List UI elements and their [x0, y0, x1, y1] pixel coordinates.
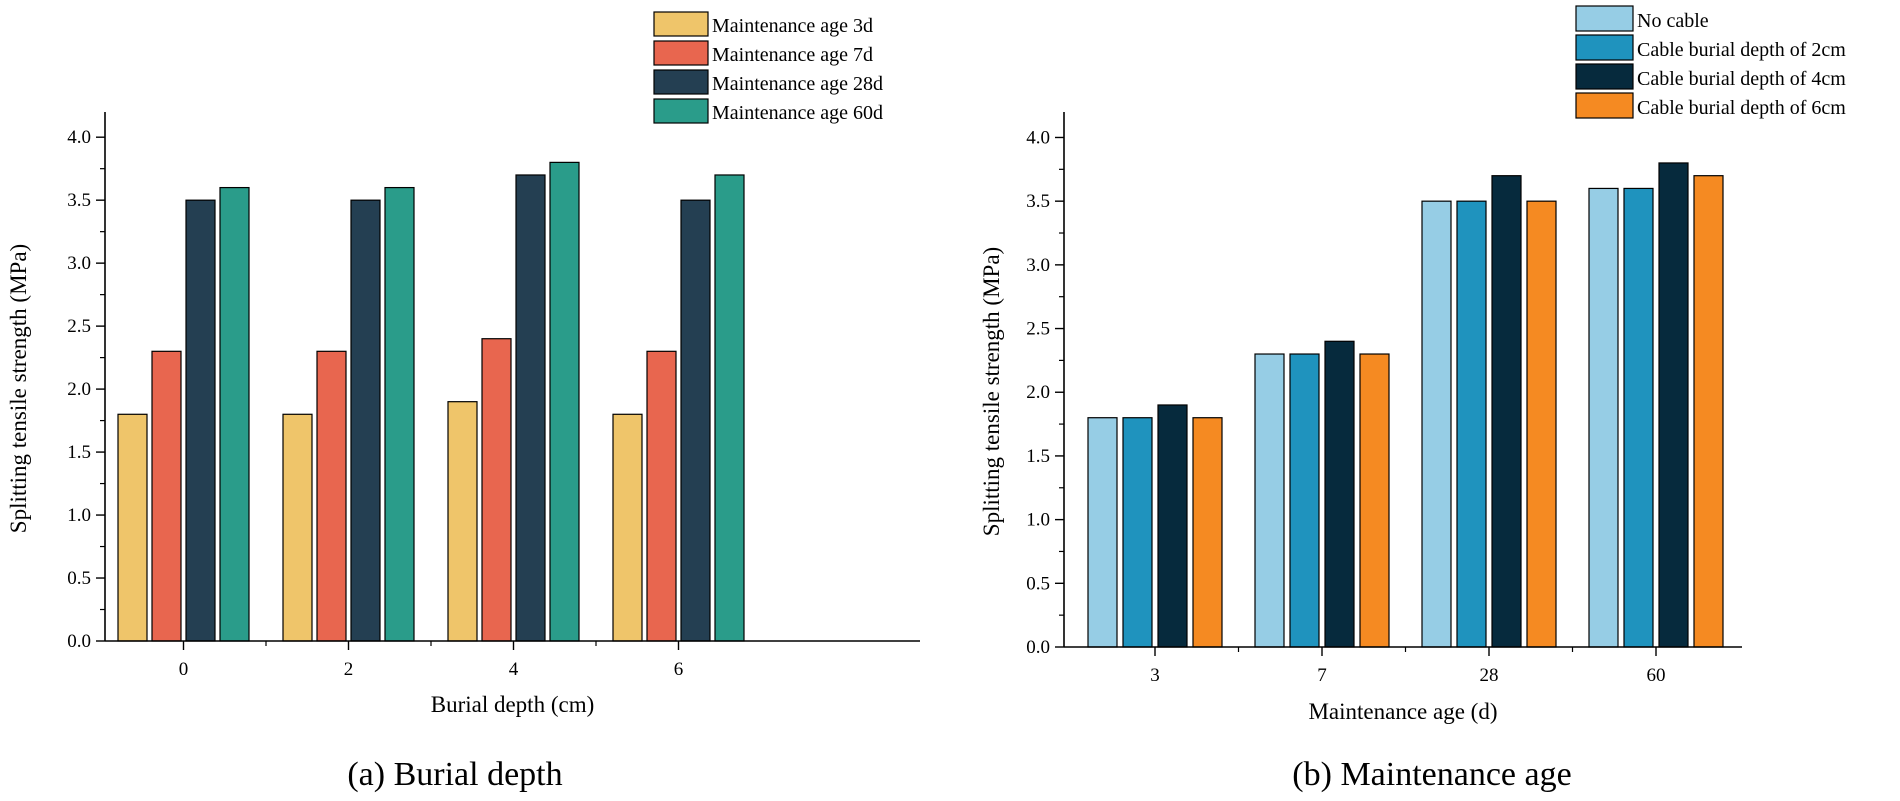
- bar: [151, 350, 182, 642]
- y-tick-label: 4.0: [67, 127, 91, 148]
- y-tick-label: 0.0: [67, 631, 91, 652]
- y-tick-label: 3.0: [1026, 255, 1050, 276]
- bar: [1588, 187, 1619, 648]
- bar: [1324, 340, 1355, 648]
- bar: [549, 161, 580, 642]
- bar: [219, 186, 250, 642]
- legend-label: Cable burial depth of 4cm: [1637, 68, 1846, 90]
- x-tick-label: 7: [1317, 665, 1327, 686]
- bar: [515, 174, 546, 642]
- legend-label: Maintenance age 60d: [712, 102, 883, 124]
- bar: [185, 199, 216, 642]
- legend-swatch: [1575, 92, 1634, 119]
- bar: [680, 199, 711, 642]
- y-tick-label: 3.5: [1026, 191, 1050, 212]
- y-tick-label: 1.5: [67, 442, 91, 463]
- legend-swatch: [653, 98, 709, 124]
- legend-swatch: [1575, 34, 1634, 61]
- bar: [1491, 175, 1522, 648]
- bar: [316, 350, 347, 642]
- x-axis-title: Burial depth (cm): [431, 692, 595, 717]
- y-tick-label: 2.0: [67, 379, 91, 400]
- bar: [1693, 175, 1724, 648]
- chart-caption: (a) Burial depth: [347, 756, 562, 793]
- y-tick-label: 2.0: [1026, 382, 1050, 403]
- y-tick-label: 0.0: [1026, 637, 1050, 658]
- y-tick-label: 2.5: [1026, 319, 1050, 340]
- bar: [117, 413, 148, 642]
- y-tick-label: 0.5: [1026, 573, 1050, 594]
- legend-swatch: [1575, 5, 1634, 32]
- legend-label: Maintenance age 28d: [712, 73, 883, 95]
- bar: [350, 199, 381, 642]
- y-axis-title: Splitting tensile strength (MPa): [6, 244, 31, 533]
- bar: [1122, 417, 1153, 648]
- legend-label: No cable: [1637, 10, 1709, 32]
- bar: [1289, 353, 1320, 648]
- x-tick-label: 60: [1647, 665, 1666, 686]
- bar: [714, 174, 745, 642]
- bar: [1157, 404, 1188, 648]
- chart-a: 0.0 0.5 1.0 1.5 2.0 2.5 3.0 3.5 4.0 0 2 4 6 Burial de…: [6, 11, 920, 793]
- y-tick-label: 1.0: [1026, 510, 1050, 531]
- x-tick-label: 2: [344, 659, 354, 680]
- bar: [1658, 162, 1689, 648]
- bar: [1359, 353, 1390, 648]
- y-tick-label: 0.5: [67, 568, 91, 589]
- bar: [1623, 187, 1654, 648]
- bar: [1456, 200, 1487, 648]
- x-tick-label: 6: [674, 659, 684, 680]
- bar: [1192, 417, 1223, 648]
- legend: No cable Cable burial depth of 2cm Cable b…: [1575, 5, 1846, 119]
- bar: [1421, 200, 1452, 648]
- legend-label: Maintenance age 7d: [712, 44, 873, 66]
- bar: [481, 338, 512, 642]
- x-tick-label: 3: [1150, 665, 1160, 686]
- chart-caption: (b) Maintenance age: [1292, 756, 1571, 793]
- legend-swatch: [653, 69, 709, 95]
- x-axis-title: Maintenance age (d): [1308, 699, 1497, 724]
- bar: [1526, 200, 1557, 648]
- chart-b: 0.0 0.5 1.0 1.5 2.0 2.5 3.0 3.5 4.0 3 7 28 60 Mainten…: [979, 5, 1846, 793]
- y-tick-label: 2.5: [67, 316, 91, 337]
- legend-label: Maintenance age 3d: [712, 15, 873, 37]
- y-tick-label: 3.0: [67, 253, 91, 274]
- bar: [384, 186, 415, 642]
- x-tick-label: 4: [509, 659, 519, 680]
- bar: [612, 413, 643, 642]
- y-tick-label: 3.5: [67, 190, 91, 211]
- legend-label: Cable burial depth of 6cm: [1637, 97, 1846, 119]
- y-tick-label: 4.0: [1026, 127, 1050, 148]
- legend-label: Cable burial depth of 2cm: [1637, 39, 1846, 61]
- legend-swatch: [1575, 63, 1634, 90]
- bar: [1254, 353, 1285, 648]
- bar: [447, 401, 478, 642]
- x-tick-label: 28: [1480, 665, 1499, 686]
- y-axis-title: Splitting tensile strength (MPa): [979, 247, 1004, 536]
- legend-swatch: [653, 11, 709, 37]
- x-tick-label: 0: [179, 659, 189, 680]
- bar: [646, 350, 677, 642]
- y-tick-label: 1.5: [1026, 446, 1050, 467]
- legend: Maintenance age 3d Maintenance age 7d Main…: [653, 11, 883, 124]
- bar: [282, 413, 313, 642]
- y-tick-label: 1.0: [67, 505, 91, 526]
- legend-swatch: [653, 40, 709, 66]
- bar: [1087, 417, 1118, 648]
